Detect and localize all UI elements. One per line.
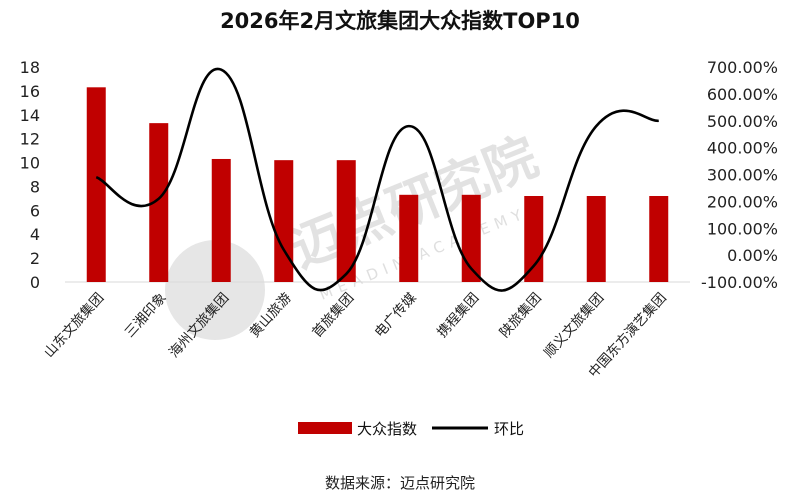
left-axis: 0 2 4 6 8 10 12 14 16 18 <box>20 58 40 292</box>
legend-label-bar: 大众指数 <box>357 420 417 438</box>
legend-label-line: 环比 <box>494 420 524 438</box>
left-tick-label: 2 <box>30 249 40 268</box>
left-tick-label: 10 <box>20 154 40 173</box>
right-tick-label: 500.00% <box>707 112 778 131</box>
category-label: 山东文旅集团 <box>41 290 107 361</box>
left-tick-label: 6 <box>30 201 40 220</box>
right-tick-label: -100.00% <box>701 273 778 292</box>
category-label: 电广传媒 <box>372 290 420 341</box>
left-tick-label: 4 <box>30 225 40 244</box>
right-tick-label: 400.00% <box>707 139 778 158</box>
right-tick-label: 0.00% <box>727 246 778 265</box>
source-note: 数据来源：迈点研究院 <box>325 474 475 492</box>
left-tick-label: 18 <box>20 58 40 77</box>
bar <box>336 160 356 282</box>
bar <box>149 123 169 282</box>
bar-series <box>86 87 669 282</box>
line-series <box>95 67 659 292</box>
category-label: 携程集团 <box>434 290 482 341</box>
right-axis: -100.00% 0.00% 100.00% 200.00% 300.00% 400.00… <box>701 58 778 292</box>
bar <box>274 160 294 282</box>
category-label: 三湘印象 <box>122 290 170 341</box>
left-tick-label: 14 <box>20 106 40 125</box>
bar <box>524 196 544 282</box>
category-label: 顺义文旅集团 <box>541 290 607 361</box>
legend-swatch-bar <box>298 422 352 434</box>
right-tick-label: 100.00% <box>707 219 778 238</box>
bar <box>586 196 606 282</box>
left-tick-label: 12 <box>20 130 40 149</box>
watermark-logo-icon <box>165 240 265 340</box>
right-tick-label: 300.00% <box>707 166 778 185</box>
bar <box>649 196 669 282</box>
bar <box>399 194 419 282</box>
bar <box>86 87 106 282</box>
right-tick-label: 200.00% <box>707 192 778 211</box>
right-tick-label: 600.00% <box>707 85 778 104</box>
left-tick-label: 16 <box>20 82 40 101</box>
bar <box>211 158 231 282</box>
right-tick-label: 700.00% <box>707 58 778 77</box>
chart-title: 2026年2月文旅集团大众指数TOP10 <box>220 9 580 33</box>
legend: 大众指数 环比 <box>298 420 524 438</box>
left-tick-label: 0 <box>30 273 40 292</box>
left-tick-label: 8 <box>30 177 40 196</box>
category-label: 陕旅集团 <box>497 290 545 341</box>
